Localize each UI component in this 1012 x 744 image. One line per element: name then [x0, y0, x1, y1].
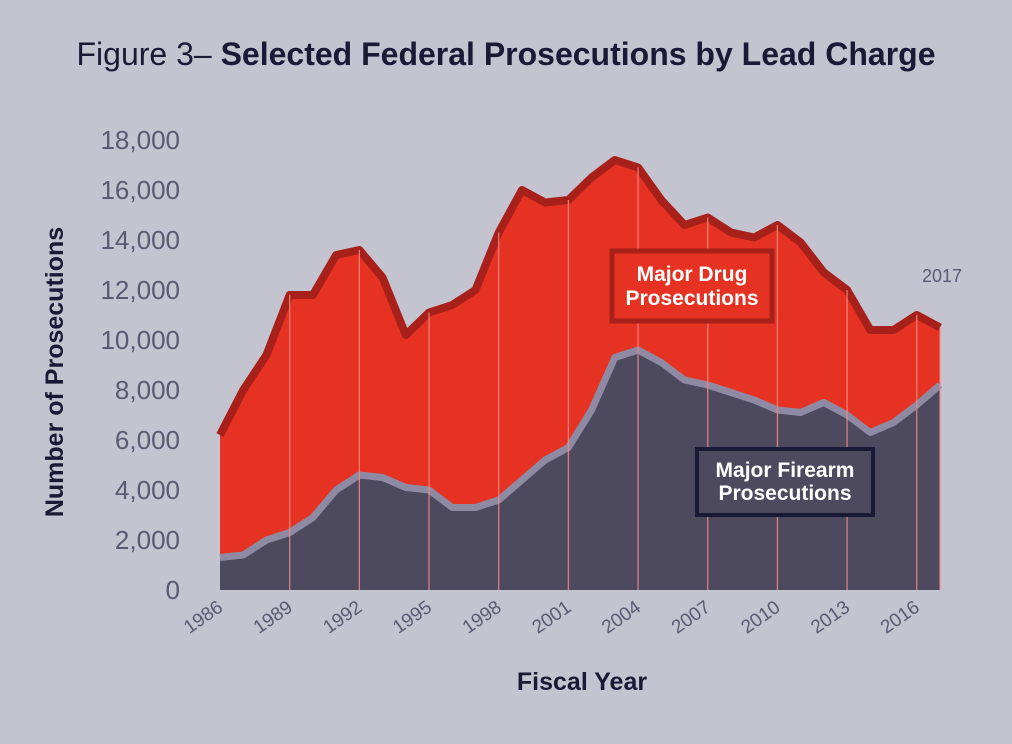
x-tick-label: 2007	[668, 597, 715, 638]
drug-label-box	[609, 248, 775, 324]
series-line-0	[216, 156, 942, 437]
firearm-label-line1: Major Firearm	[716, 459, 855, 482]
y-tick-label: 18,000	[100, 125, 180, 155]
y-tick-label: 12,000	[100, 275, 180, 305]
x-tick-label: 2013	[807, 597, 854, 638]
drug-label-line2: Prosecutions	[625, 287, 758, 310]
chart-title-main: Selected Federal Prosecutions by Lead Ch…	[220, 36, 936, 72]
series-area-1	[220, 350, 940, 590]
x-tick-label: 2001	[529, 597, 576, 638]
y-tick-label: 2,000	[115, 525, 180, 555]
x-tick-label: 1989	[250, 597, 297, 638]
x-tick-label: 1995	[389, 597, 436, 638]
x-axis-title: Fiscal Year	[517, 668, 647, 696]
x-tick-label: 2004	[598, 597, 645, 639]
y-tick-label: 14,000	[100, 225, 180, 255]
x-tick-label: 1986	[180, 597, 227, 638]
y-tick-label: 16,000	[100, 175, 180, 205]
y-axis-ticks: 0 2,000 4,000 6,000 8,000 10,000 12,000 14,000 1…	[100, 125, 180, 605]
drug-label-line1: Major Drug	[637, 263, 748, 286]
y-axis-title: Number of Prosecutions	[41, 227, 69, 517]
x-axis-ticks: 1986 1989 1992 1995 1998 2001 2004 2007 2010 2013…	[180, 597, 923, 639]
x-tick-label: 2010	[738, 597, 785, 638]
series-line-1	[219, 346, 943, 561]
x-tick-label: 1998	[459, 597, 506, 638]
year-gridlines	[289, 167, 941, 590]
area-layer	[216, 156, 943, 590]
chart-title-prefix: Figure 3–	[76, 36, 212, 72]
firearm-label-box	[695, 447, 875, 517]
end-year-label: 2017	[922, 266, 962, 286]
x-tick-label: 1992	[320, 597, 367, 638]
x-tick-label: 2016	[877, 597, 924, 638]
y-tick-label: 0	[166, 575, 180, 605]
y-tick-label: 4,000	[115, 475, 180, 505]
y-tick-label: 6,000	[115, 425, 180, 455]
y-tick-label: 8,000	[115, 375, 180, 405]
chart-title: Figure 3– Selected Federal Prosecutions …	[0, 36, 1012, 73]
firearm-series-label: Major Firearm Prosecutions	[695, 447, 875, 517]
firearm-label-line2: Prosecutions	[718, 482, 851, 505]
drug-series-label: Major Drug Prosecutions	[609, 248, 775, 324]
y-tick-label: 10,000	[100, 325, 180, 355]
